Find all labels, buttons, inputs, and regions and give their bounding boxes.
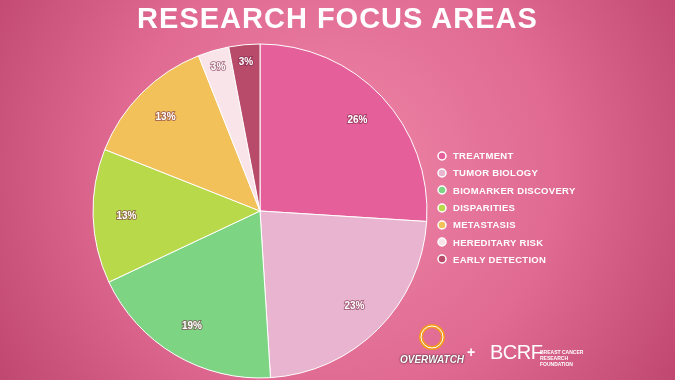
html-text:RESEARCH FOCUS AREAS: RESEARCH FOCUS AREAS [137,2,538,34]
html-text:METASTASIS: METASTASIS [453,219,516,231]
html-text:HEREDITARY RISK: HEREDITARY RISK [453,236,544,248]
svg-text:23%: 23% [344,300,364,311]
svg-text:3%: 3% [239,56,254,67]
html-text:BCRF: BCRF [490,341,543,363]
html-text:TREATMENT: TREATMENT [453,150,514,162]
html-text:BREAST CANCER RESEARCH FOUNDAT: BREAST CANCER RESEARCH FOUNDATION [540,349,584,367]
html-text:TUMOR BIOLOGY: TUMOR BIOLOGY [453,167,539,179]
svg-text:26%: 26% [347,114,367,125]
html-text:EARLY DETECTION: EARLY DETECTION [453,253,547,265]
svg-text:13%: 13% [156,111,176,122]
html-text:BIOMARKER DISCOVERY: BIOMARKER DISCOVERY [453,184,576,196]
html-text:OVERWATCH+: OVERWATCH+ [400,344,476,365]
html-text:DISPARITIES: DISPARITIES [453,202,516,213]
svg-text:13%: 13% [116,210,136,221]
svg-text:3%: 3% [211,61,226,72]
svg-text:19%: 19% [182,320,202,331]
